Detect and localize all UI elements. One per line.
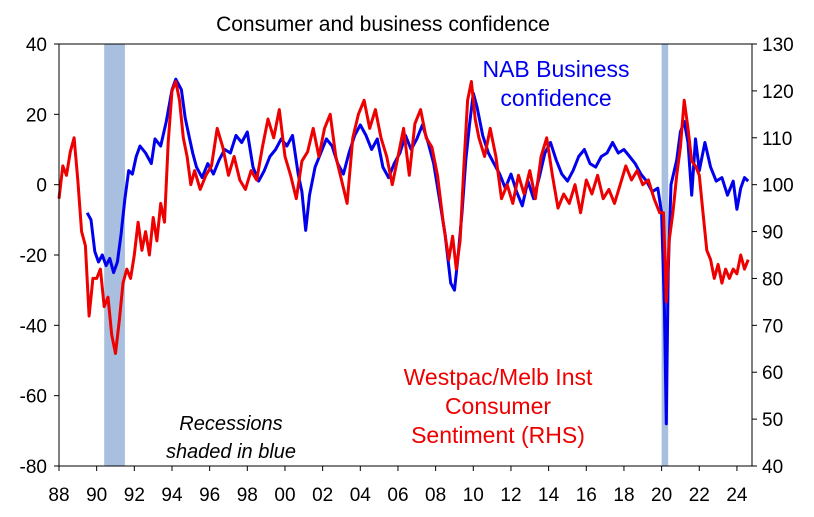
right-tick-label: 130 [762, 35, 794, 56]
left-tick-label: 0 [36, 176, 47, 197]
x-tick-label: 98 [237, 485, 258, 506]
x-tick-label: 02 [312, 485, 333, 506]
right-tick-label: 70 [762, 316, 783, 337]
nab-business-line [85, 77, 750, 426]
left-tick-label: -80 [20, 457, 47, 478]
x-tick-label: 10 [463, 485, 484, 506]
right-tick-label: 100 [762, 176, 794, 197]
left-tick-label: 40 [26, 35, 47, 56]
left-tick-label: -60 [20, 387, 47, 408]
x-tick-label: 04 [350, 485, 372, 506]
x-tick-label: 14 [538, 485, 560, 506]
right-tick-label: 120 [762, 82, 794, 103]
x-tick-label: 90 [86, 485, 107, 506]
westpac-label-line1: Westpac/Melb Inst [404, 364, 593, 390]
x-tick-label: 88 [48, 485, 69, 506]
x-tick-label: 16 [576, 485, 597, 506]
x-tick-label: 20 [651, 485, 672, 506]
left-tick-label: -40 [20, 316, 47, 337]
x-tick-label: 06 [387, 485, 408, 506]
x-tick-label: 00 [274, 485, 295, 506]
x-tick-label: 24 [726, 485, 748, 506]
left-tick-label: -20 [20, 246, 47, 267]
nab-label-line2: confidence [500, 85, 611, 111]
x-tick-label: 94 [161, 485, 183, 506]
recession-band-0 [104, 44, 125, 466]
right-tick-label: 90 [762, 223, 783, 244]
recession-note-line1: Recessions [179, 413, 282, 435]
x-tick-label: 22 [689, 485, 710, 506]
westpac-consumer-line [57, 80, 750, 355]
series-lines [57, 77, 750, 426]
westpac-label-line3: Sentiment (RHS) [411, 422, 585, 448]
x-tick-label: 08 [425, 485, 446, 506]
left-tick-label: 20 [26, 105, 47, 126]
x-tick-label: 92 [124, 485, 145, 506]
plot-frame [58, 43, 753, 467]
right-tick-label: 40 [762, 457, 783, 478]
chart-title: Consumer and business confidence [216, 13, 550, 36]
x-tick-label: 18 [613, 485, 634, 506]
right-tick-label: 60 [762, 363, 783, 384]
nab-label-line1: NAB Business [482, 56, 629, 82]
x-tick-label: 12 [500, 485, 521, 506]
x-tick-label: 96 [199, 485, 220, 506]
right-tick-label: 50 [762, 410, 783, 431]
right-tick-label: 110 [762, 129, 792, 150]
recession-note-line2: shaded in blue [166, 441, 296, 463]
axis-ticks: 40 20 0 -20 -40 -60 -80 130 120 110 100 90 80 70 60 50 4… [20, 35, 794, 506]
westpac-label-line2: Consumer [445, 393, 551, 419]
right-tick-label: 80 [762, 269, 783, 290]
